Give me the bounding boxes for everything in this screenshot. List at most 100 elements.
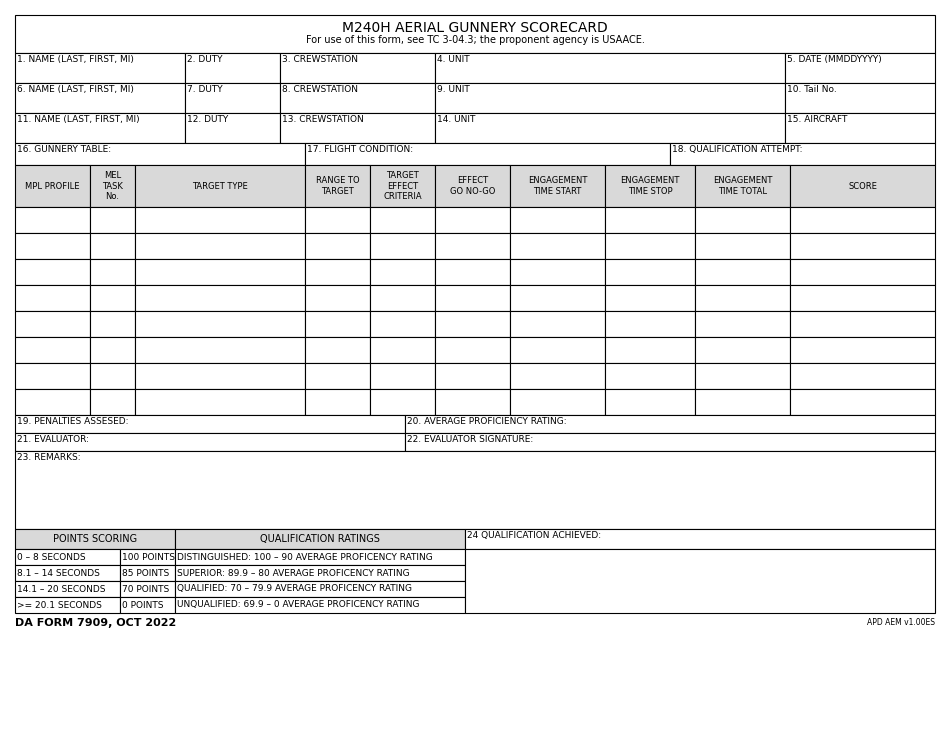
Bar bbox=[435, 165, 510, 207]
Bar bbox=[175, 529, 465, 549]
Bar bbox=[135, 363, 305, 389]
Bar bbox=[435, 83, 785, 113]
Bar bbox=[510, 207, 605, 233]
Bar bbox=[790, 165, 935, 207]
Bar bbox=[15, 415, 405, 433]
Bar bbox=[605, 337, 695, 363]
Bar bbox=[695, 337, 790, 363]
Text: 13. CREWSTATION: 13. CREWSTATION bbox=[282, 115, 364, 124]
Bar bbox=[695, 165, 790, 207]
Text: 7. DUTY: 7. DUTY bbox=[187, 85, 222, 94]
Text: TARGET TYPE: TARGET TYPE bbox=[192, 182, 248, 190]
Bar bbox=[605, 389, 695, 415]
Bar bbox=[405, 415, 935, 433]
Bar bbox=[15, 143, 305, 165]
Bar bbox=[790, 285, 935, 311]
Text: UNQUALIFIED: 69.9 – 0 AVERAGE PROFICENCY RATING: UNQUALIFIED: 69.9 – 0 AVERAGE PROFICENCY… bbox=[177, 600, 420, 609]
Bar bbox=[305, 389, 370, 415]
Bar bbox=[90, 207, 135, 233]
Bar bbox=[90, 259, 135, 285]
Bar bbox=[90, 363, 135, 389]
Bar bbox=[790, 207, 935, 233]
Text: 70 POINTS: 70 POINTS bbox=[122, 584, 169, 593]
Bar bbox=[90, 165, 135, 207]
Bar bbox=[120, 549, 175, 565]
Text: 20. AVERAGE PROFICIENCY RATING:: 20. AVERAGE PROFICIENCY RATING: bbox=[407, 417, 566, 426]
Text: ENGAGEMENT
TIME START: ENGAGEMENT TIME START bbox=[528, 176, 587, 196]
Bar bbox=[305, 337, 370, 363]
Bar bbox=[305, 233, 370, 259]
Bar bbox=[15, 581, 120, 597]
Bar bbox=[15, 389, 90, 415]
Text: ENGAGEMENT
TIME TOTAL: ENGAGEMENT TIME TOTAL bbox=[712, 176, 772, 196]
Bar bbox=[135, 165, 305, 207]
Bar bbox=[120, 597, 175, 613]
Bar bbox=[370, 285, 435, 311]
Text: TARGET
EFFECT
CRITERIA: TARGET EFFECT CRITERIA bbox=[383, 171, 422, 201]
Bar bbox=[305, 363, 370, 389]
Text: DA FORM 7909, OCT 2022: DA FORM 7909, OCT 2022 bbox=[15, 618, 177, 628]
Bar bbox=[370, 165, 435, 207]
Bar bbox=[135, 285, 305, 311]
Text: QUALIFICATION RATINGS: QUALIFICATION RATINGS bbox=[260, 534, 380, 544]
Text: 8.1 – 14 SECONDS: 8.1 – 14 SECONDS bbox=[17, 568, 100, 578]
Bar bbox=[790, 311, 935, 337]
Text: EFFECT
GO NO-GO: EFFECT GO NO-GO bbox=[449, 176, 495, 196]
Bar bbox=[510, 165, 605, 207]
Text: 17. FLIGHT CONDITION:: 17. FLIGHT CONDITION: bbox=[307, 145, 413, 154]
Text: QUALIFIED: 70 – 79.9 AVERAGE PROFICENCY RATING: QUALIFIED: 70 – 79.9 AVERAGE PROFICENCY … bbox=[177, 584, 412, 593]
Bar bbox=[135, 207, 305, 233]
Bar bbox=[465, 549, 935, 613]
Text: 5. DATE (MMDDYYYY): 5. DATE (MMDDYYYY) bbox=[787, 55, 882, 64]
Bar bbox=[305, 259, 370, 285]
Bar bbox=[435, 207, 510, 233]
Bar bbox=[510, 337, 605, 363]
Bar bbox=[15, 83, 185, 113]
Bar bbox=[695, 259, 790, 285]
Bar bbox=[15, 15, 935, 53]
Bar bbox=[510, 285, 605, 311]
Bar bbox=[15, 285, 90, 311]
Text: 0 – 8 SECONDS: 0 – 8 SECONDS bbox=[17, 553, 85, 562]
Bar bbox=[185, 113, 280, 143]
Bar bbox=[405, 433, 935, 451]
Text: 0 POINTS: 0 POINTS bbox=[122, 600, 163, 609]
Bar bbox=[370, 311, 435, 337]
Bar bbox=[15, 451, 935, 529]
Bar bbox=[670, 143, 935, 165]
Bar bbox=[135, 233, 305, 259]
Text: 1. NAME (LAST, FIRST, MI): 1. NAME (LAST, FIRST, MI) bbox=[17, 55, 134, 64]
Bar bbox=[435, 259, 510, 285]
Bar bbox=[510, 233, 605, 259]
Bar bbox=[15, 433, 405, 451]
Text: DISTINGUISHED: 100 – 90 AVERAGE PROFICENCY RATING: DISTINGUISHED: 100 – 90 AVERAGE PROFICEN… bbox=[177, 553, 433, 562]
Text: MPL PROFILE: MPL PROFILE bbox=[26, 182, 80, 190]
Text: 100 POINTS: 100 POINTS bbox=[122, 553, 175, 562]
Bar bbox=[435, 285, 510, 311]
Text: RANGE TO
TARGET: RANGE TO TARGET bbox=[315, 176, 359, 196]
Bar bbox=[370, 259, 435, 285]
Bar bbox=[120, 565, 175, 581]
Bar bbox=[280, 53, 435, 83]
Bar bbox=[695, 311, 790, 337]
Bar bbox=[305, 285, 370, 311]
Bar bbox=[175, 597, 465, 613]
Bar bbox=[90, 233, 135, 259]
Bar bbox=[15, 113, 185, 143]
Bar bbox=[15, 337, 90, 363]
Bar bbox=[790, 233, 935, 259]
Text: ENGAGEMENT
TIME STOP: ENGAGEMENT TIME STOP bbox=[620, 176, 679, 196]
Bar bbox=[15, 207, 90, 233]
Bar bbox=[605, 207, 695, 233]
Bar bbox=[120, 581, 175, 597]
Text: 8. CREWSTATION: 8. CREWSTATION bbox=[282, 85, 358, 94]
Bar bbox=[135, 259, 305, 285]
Text: 2. DUTY: 2. DUTY bbox=[187, 55, 222, 64]
Bar bbox=[175, 565, 465, 581]
Bar bbox=[90, 311, 135, 337]
Text: 15. AIRCRAFT: 15. AIRCRAFT bbox=[787, 115, 847, 124]
Bar bbox=[435, 53, 785, 83]
Bar bbox=[135, 311, 305, 337]
Bar bbox=[280, 113, 435, 143]
Bar bbox=[605, 259, 695, 285]
